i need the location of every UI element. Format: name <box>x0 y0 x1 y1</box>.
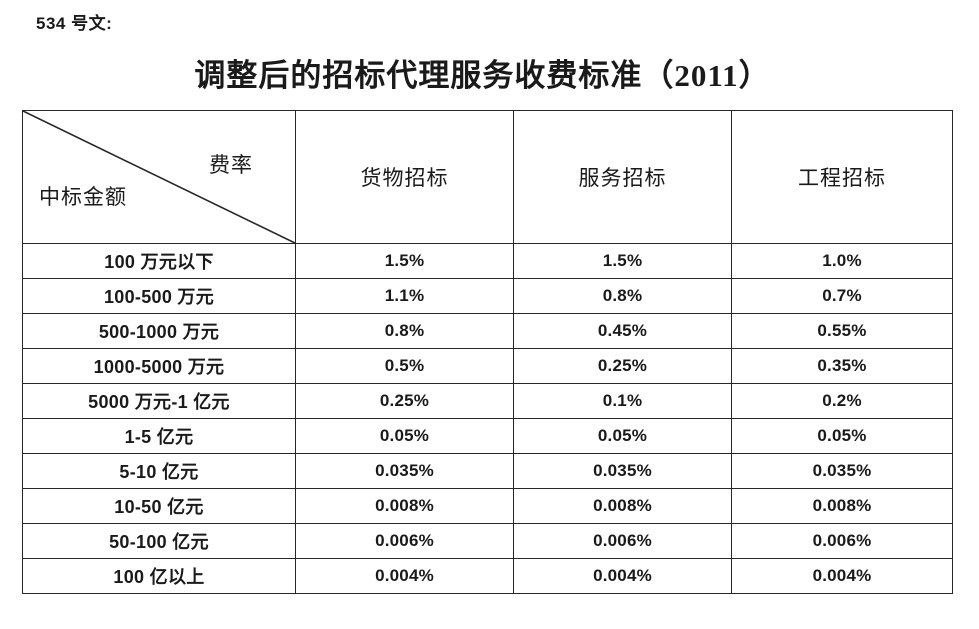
table-row: 100 万元以下 1.5% 1.5% 1.0% <box>22 243 953 279</box>
rate-cell: 1.1% <box>295 278 514 314</box>
corner-amount-label: 中标金额 <box>39 185 127 209</box>
rate-cell: 0.25% <box>295 383 514 419</box>
corner-header-cell: 费率 中标金额 <box>22 110 296 244</box>
row-label: 500-1000 万元 <box>22 313 296 349</box>
column-header-services: 服务招标 <box>513 110 732 244</box>
table-row: 50-100 亿元 0.006% 0.006% 0.006% <box>22 523 953 559</box>
rate-cell: 0.006% <box>295 523 514 559</box>
rate-cell: 0.5% <box>295 348 514 384</box>
rate-cell: 0.035% <box>513 453 732 489</box>
corner-rate-label: 费率 <box>209 153 253 177</box>
rate-cell: 0.1% <box>513 383 732 419</box>
rate-cell: 0.004% <box>295 558 514 594</box>
rate-cell: 0.006% <box>731 523 953 559</box>
row-label: 1-5 亿元 <box>22 418 296 454</box>
column-header-goods: 货物招标 <box>295 110 514 244</box>
table-row: 5-10 亿元 0.035% 0.035% 0.035% <box>22 453 953 489</box>
table-row: 1000-5000 万元 0.5% 0.25% 0.35% <box>22 348 953 384</box>
row-label: 5000 万元-1 亿元 <box>22 383 296 419</box>
rate-cell: 1.5% <box>295 243 514 279</box>
doc-number-label: 534 号文: <box>36 14 113 33</box>
diagonal-divider-line <box>23 111 295 243</box>
row-label: 1000-5000 万元 <box>22 348 296 384</box>
table-header-row: 费率 中标金额 货物招标 服务招标 工程招标 <box>22 110 953 244</box>
rate-cell: 0.05% <box>731 418 953 454</box>
rate-cell: 0.006% <box>513 523 732 559</box>
row-label: 5-10 亿元 <box>22 453 296 489</box>
row-label: 10-50 亿元 <box>22 488 296 524</box>
table-row: 100 亿以上 0.004% 0.004% 0.004% <box>22 558 953 594</box>
rate-cell: 1.5% <box>513 243 732 279</box>
fee-rate-table: 费率 中标金额 货物招标 服务招标 工程招标 100 万元以下 1.5% 1.5… <box>22 110 953 594</box>
rate-cell: 0.008% <box>731 488 953 524</box>
row-label: 50-100 亿元 <box>22 523 296 559</box>
row-label: 100 万元以下 <box>22 243 296 279</box>
rate-cell: 0.035% <box>731 453 953 489</box>
table-row: 1-5 亿元 0.05% 0.05% 0.05% <box>22 418 953 454</box>
table-row: 10-50 亿元 0.008% 0.008% 0.008% <box>22 488 953 524</box>
rate-cell: 0.2% <box>731 383 953 419</box>
rate-cell: 0.45% <box>513 313 732 349</box>
rate-cell: 0.05% <box>295 418 514 454</box>
rate-cell: 0.35% <box>731 348 953 384</box>
rate-cell: 0.008% <box>513 488 732 524</box>
table-row: 100-500 万元 1.1% 0.8% 0.7% <box>22 278 953 314</box>
rate-cell: 0.55% <box>731 313 953 349</box>
page-title: 调整后的招标代理服务收费标准（2011） <box>194 58 771 93</box>
rate-cell: 0.035% <box>295 453 514 489</box>
table-row: 500-1000 万元 0.8% 0.45% 0.55% <box>22 313 953 349</box>
rate-cell: 0.25% <box>513 348 732 384</box>
rate-cell: 0.004% <box>731 558 953 594</box>
rate-cell: 0.008% <box>295 488 514 524</box>
rate-cell: 0.7% <box>731 278 953 314</box>
rate-cell: 1.0% <box>731 243 953 279</box>
rate-cell: 0.8% <box>295 313 514 349</box>
rate-cell: 0.05% <box>513 418 732 454</box>
rate-cell: 0.8% <box>513 278 732 314</box>
column-header-engineering: 工程招标 <box>731 110 953 244</box>
row-label: 100-500 万元 <box>22 278 296 314</box>
rate-cell: 0.004% <box>513 558 732 594</box>
row-label: 100 亿以上 <box>22 558 296 594</box>
table-row: 5000 万元-1 亿元 0.25% 0.1% 0.2% <box>22 383 953 419</box>
